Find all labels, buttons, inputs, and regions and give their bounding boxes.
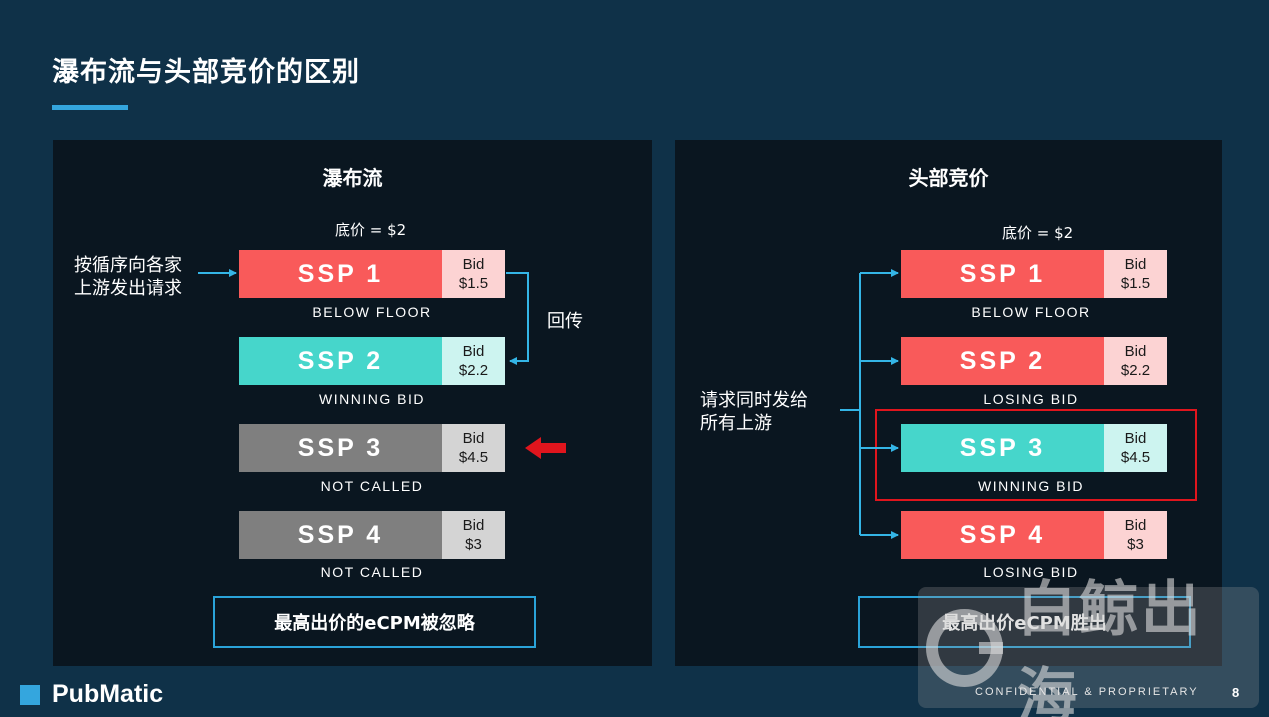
header-bidding-floor-label: 底价 = $2 [1002,224,1074,242]
bid-label: Bid [1124,517,1147,534]
header-bidding-left-note: 请求同时发给 所有上游 [700,389,808,435]
bid-label: Bid [462,343,485,360]
ssp-name: SSP 1 [239,250,442,298]
ssp-name: SSP 2 [901,337,1104,385]
bid-box: Bid $4.5 [1104,424,1167,472]
waterfall-left-note-line1: 按循序向各家 [74,255,182,276]
logo-square-icon [20,684,40,705]
ssp-name: SSP 1 [901,250,1104,298]
waterfall-ssp1-status: BELOW FLOOR [312,304,432,320]
waterfall-left-note: 按循序向各家 上游发出请求 [74,254,182,300]
ssp-name: SSP 3 [239,424,442,472]
waterfall-left-note-line2: 上游发出请求 [74,278,182,299]
waterfall-ssp3-row: SSP 3 Bid $4.5 [239,424,505,472]
hb-ssp1-status: BELOW FLOOR [971,304,1091,320]
confidential-label: CONFIDENTIAL & PROPRIETARY [975,686,1199,698]
bid-label: Bid [462,256,485,273]
header-bidding-left-note-line1: 请求同时发给 [700,390,808,411]
waterfall-title: 瀑布流 [322,166,383,190]
hb-ssp4-status: LOSING BID [983,564,1079,580]
bid-box: Bid $3 [442,511,505,559]
watermark-text: 白鲸出海 [1016,574,1203,717]
bid-value: $4.5 [458,449,489,466]
ssp-name: SSP 4 [239,511,442,559]
waterfall-ssp4-status: NOT CALLED [320,564,424,580]
bid-box: Bid $1.5 [442,250,505,298]
waterfall-floor-label: 底价 = $2 [335,221,407,239]
bid-box: Bid $3 [1104,511,1167,559]
bid-box: Bid $2.2 [1104,337,1167,385]
header-bidding-left-note-line2: 所有上游 [700,413,772,434]
pubmatic-logo: PubMatic [20,680,163,709]
bid-box: Bid $1.5 [1104,250,1167,298]
waterfall-ssp4-row: SSP 4 Bid $3 [239,511,505,559]
bid-box: Bid $2.2 [442,337,505,385]
hb-ssp3-row: SSP 3 Bid $4.5 [901,424,1167,472]
hb-ssp2-row: SSP 2 Bid $2.2 [901,337,1167,385]
page-number: 8 [1232,685,1240,700]
hb-ssp1-row: SSP 1 Bid $1.5 [901,250,1167,298]
logo-text: PubMatic [52,680,164,708]
slide-title: 瀑布流与头部竞价的区别 [52,57,360,88]
title-underline [52,105,128,110]
waterfall-result-box: 最高出价的eCPM被忽略 [213,596,536,648]
bid-value: $2.2 [1120,362,1151,379]
bid-value: $4.5 [1120,449,1151,466]
bid-label: Bid [1124,343,1147,360]
bid-value: $3 [1127,536,1144,553]
bid-value: $1.5 [458,275,489,292]
watermark: 白鲸出海 [918,575,1259,717]
bid-value: $1.5 [1120,275,1151,292]
waterfall-ssp2-status: WINNING BID [319,391,425,407]
bid-label: Bid [462,517,485,534]
winner-highlight-frame [875,409,1197,501]
bid-value: $3 [465,536,482,553]
ssp-name: SSP 3 [901,424,1104,472]
hb-ssp4-row: SSP 4 Bid $3 [901,511,1167,559]
return-label: 回传 [547,311,583,332]
watermark-logo-icon [926,608,1003,687]
header-bidding-panel: 头部竞价 [675,140,1222,666]
waterfall-panel: 瀑布流 [53,140,652,666]
ssp-name: SSP 4 [901,511,1104,559]
bid-box: Bid $4.5 [442,424,505,472]
header-bidding-title: 头部竞价 [908,166,989,190]
waterfall-ssp2-row: SSP 2 Bid $2.2 [239,337,505,385]
hb-ssp3-status: WINNING BID [978,478,1084,494]
bid-label: Bid [1124,430,1147,447]
waterfall-ssp1-row: SSP 1 Bid $1.5 [239,250,505,298]
waterfall-ssp3-status: NOT CALLED [320,478,424,494]
ssp-name: SSP 2 [239,337,442,385]
bid-label: Bid [1124,256,1147,273]
hb-ssp2-status: LOSING BID [983,391,1079,407]
bid-label: Bid [462,430,485,447]
bid-value: $2.2 [458,362,489,379]
